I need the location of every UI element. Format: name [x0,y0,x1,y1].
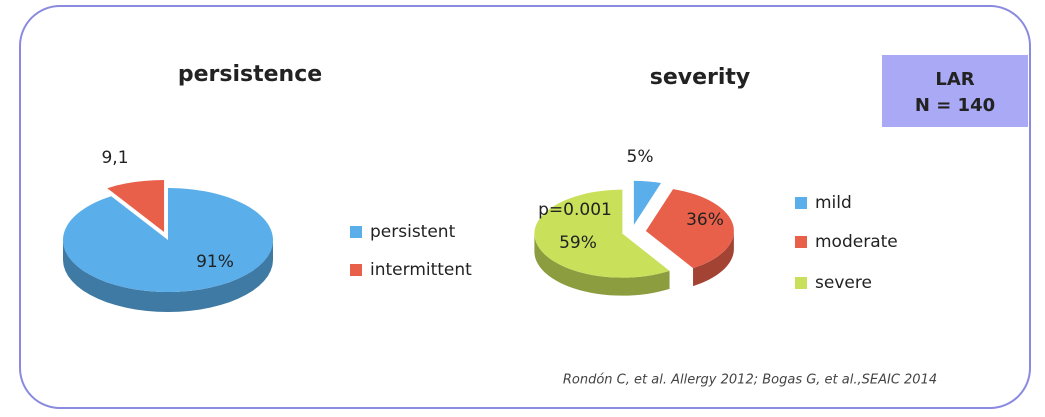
slice-top [107,179,165,232]
pie-slice [107,179,165,232]
pie-slice [633,180,662,225]
chart-title: severity [650,65,751,90]
legend-label: persistent [370,222,456,242]
legend-label: mild [815,193,852,213]
badge-line: LAR [935,69,974,90]
legend-label: severe [815,273,872,293]
pie-slice [63,188,274,312]
legend-swatch [795,197,807,209]
slice-side [63,240,273,312]
data-label: 36% [686,210,724,230]
data-label: 9,1 [101,148,128,168]
data-label: 91% [196,252,234,272]
badge-box [882,55,1028,127]
chart-title: persistence [178,62,322,87]
slice-side [693,230,734,287]
data-label: 5% [627,147,654,167]
legend-swatch [795,236,807,248]
legend-swatch [795,277,807,289]
frame [19,5,1031,409]
pie-slice [645,189,734,287]
slice-top [633,180,662,225]
slice-top [645,189,734,269]
legend-label: intermittent [370,260,472,280]
slice-top [63,188,274,292]
badge-line: N = 140 [915,95,995,116]
legend-swatch [350,264,362,276]
pie-slice [534,189,670,296]
legend-label: moderate [815,232,898,252]
legend-swatch [350,226,362,238]
data-label: 59% [559,233,597,253]
citation: Rondón C, et al. Allergy 2012; Bogas G, … [563,373,937,388]
slice-top [534,189,670,278]
annotation: p=0.001 [538,200,612,220]
slice-side [534,233,670,296]
